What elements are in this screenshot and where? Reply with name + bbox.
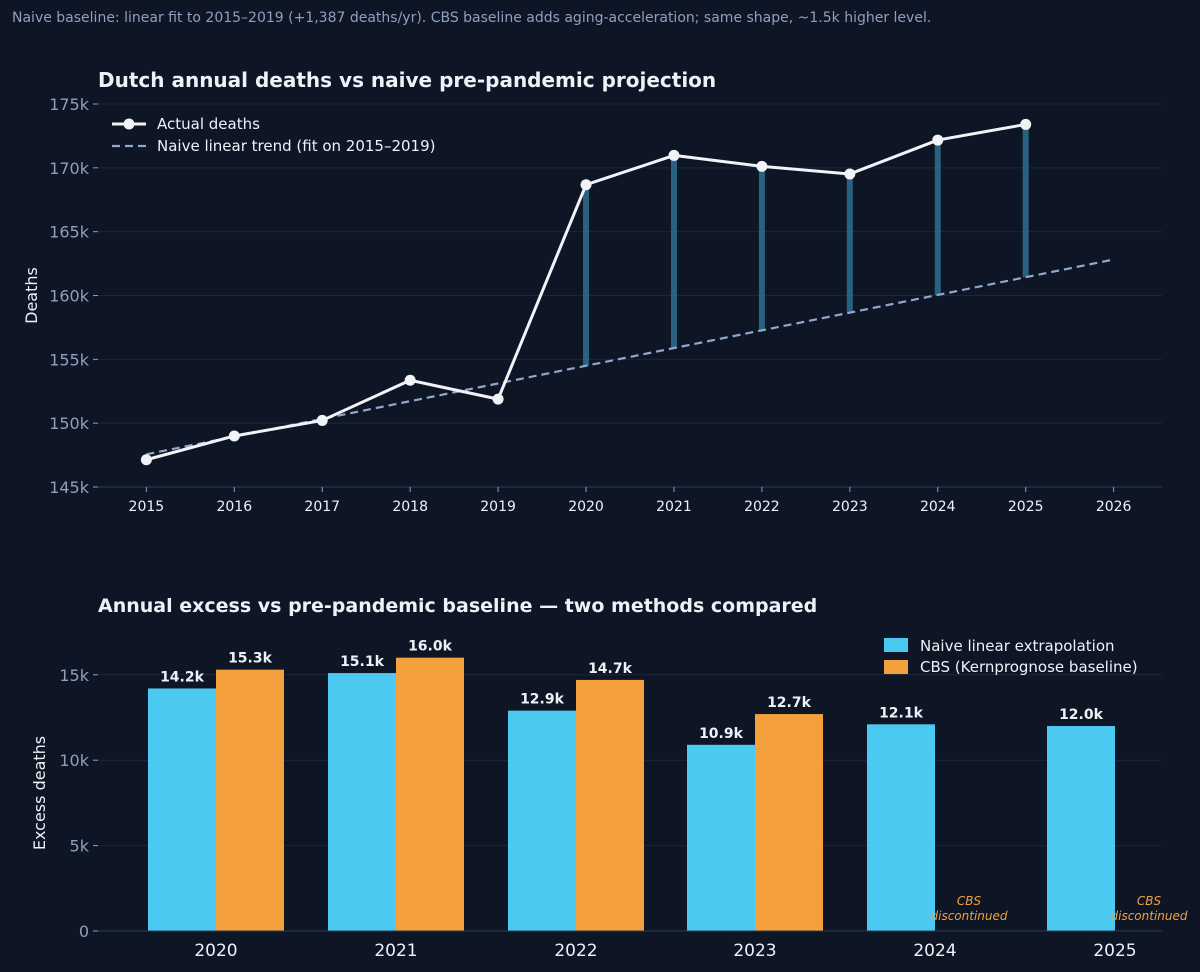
actual-deaths-point (316, 414, 328, 426)
bar-x-tick-label: 2022 (554, 941, 597, 961)
naive-bar-label: 12.0k (1059, 707, 1104, 723)
line-x-tick-label: 2019 (480, 499, 516, 515)
actual-deaths-point (932, 134, 944, 146)
line-x-tick-label: 2015 (129, 499, 165, 515)
actual-deaths-point (756, 160, 768, 172)
cbs-bar (216, 669, 284, 931)
naive-bar (1047, 726, 1115, 931)
bar-x-tick-label: 2023 (733, 941, 776, 961)
line-y-tick-label: 160k (49, 287, 90, 306)
cbs-discontinued-note: CBS (1137, 894, 1162, 908)
bar-y-axis-label: Excess deaths (30, 736, 49, 850)
bar-x-tick-label: 2020 (194, 941, 237, 961)
line-chart-title: Dutch annual deaths vs naive pre-pandemi… (98, 68, 716, 92)
actual-deaths-point (844, 168, 856, 180)
cbs-bar (755, 714, 823, 931)
line-y-tick-label: 155k (49, 350, 90, 369)
line-y-axis-label: Deaths (22, 267, 41, 324)
bar-x-tick-label: 2025 (1093, 941, 1136, 961)
actual-deaths-point (404, 374, 416, 386)
naive-bar (867, 724, 935, 931)
cbs-bar-label: 12.7k (767, 695, 812, 711)
line-x-tick-label: 2018 (392, 499, 428, 515)
line-x-tick-label: 2023 (832, 499, 868, 515)
cbs-bar-label: 14.7k (588, 661, 633, 677)
bar-y-tick-label: 15k (59, 666, 89, 685)
cbs-discontinued-note: discontinued (931, 909, 1008, 923)
line-x-tick-label: 2024 (920, 499, 956, 515)
legend-actual-marker (123, 118, 135, 130)
line-x-tick-label: 2026 (1096, 499, 1132, 515)
naive-bar-label: 15.1k (340, 654, 385, 670)
line-x-tick-label: 2021 (656, 499, 692, 515)
line-y-tick-label: 165k (49, 223, 90, 242)
naive-trend-line (146, 258, 1114, 456)
actual-deaths-point (140, 454, 152, 466)
line-y-tick-label: 150k (49, 414, 90, 433)
line-x-tick-label: 2025 (1008, 499, 1044, 515)
line-y-tick-label: 145k (49, 478, 90, 497)
cbs-bar-label: 15.3k (228, 651, 273, 667)
actual-deaths-point (228, 430, 240, 442)
line-x-tick-label: 2017 (304, 499, 340, 515)
cbs-bar-label: 16.0k (408, 639, 453, 655)
actual-deaths-point (492, 393, 504, 405)
legend-naive-label: Naive linear extrapolation (920, 637, 1115, 655)
naive-bar (328, 673, 396, 931)
bar-y-tick-label: 10k (59, 751, 89, 770)
legend-naive-swatch (884, 638, 908, 652)
naive-bar-label: 12.1k (879, 705, 924, 721)
bar-chart-title: Annual excess vs pre-pandemic baseline —… (98, 595, 817, 617)
bar-y-tick-label: 0 (79, 922, 89, 941)
bar-y-tick-label: 5k (70, 837, 90, 856)
bar-x-tick-label: 2024 (913, 941, 956, 961)
naive-bar (687, 744, 755, 931)
actual-deaths-point (580, 179, 592, 191)
line-x-tick-label: 2020 (568, 499, 604, 515)
line-y-tick-label: 170k (49, 159, 90, 178)
legend-actual-label: Actual deaths (157, 115, 260, 133)
actual-deaths-point (1020, 118, 1032, 130)
line-y-tick-label: 175k (49, 95, 90, 114)
naive-bar (148, 688, 216, 931)
line-x-tick-label: 2022 (744, 499, 780, 515)
legend-cbs-swatch (884, 660, 908, 674)
cbs-bar (396, 657, 464, 931)
naive-bar-label: 12.9k (520, 692, 565, 708)
cbs-bar (576, 679, 644, 931)
naive-bar-label: 14.2k (160, 669, 205, 685)
cbs-discontinued-note: CBS (957, 894, 982, 908)
naive-bar (508, 710, 576, 931)
legend-cbs-label: CBS (Kernprognose baseline) (920, 658, 1138, 676)
naive-bar-label: 10.9k (699, 726, 744, 742)
header-note: Naive baseline: linear fit to 2015–2019 … (12, 10, 932, 26)
cbs-discontinued-note: discontinued (1111, 909, 1188, 923)
actual-deaths-point (668, 149, 680, 161)
legend-trend-label: Naive linear trend (fit on 2015–2019) (157, 137, 436, 155)
bar-x-tick-label: 2021 (374, 941, 417, 961)
line-x-tick-label: 2016 (216, 499, 252, 515)
